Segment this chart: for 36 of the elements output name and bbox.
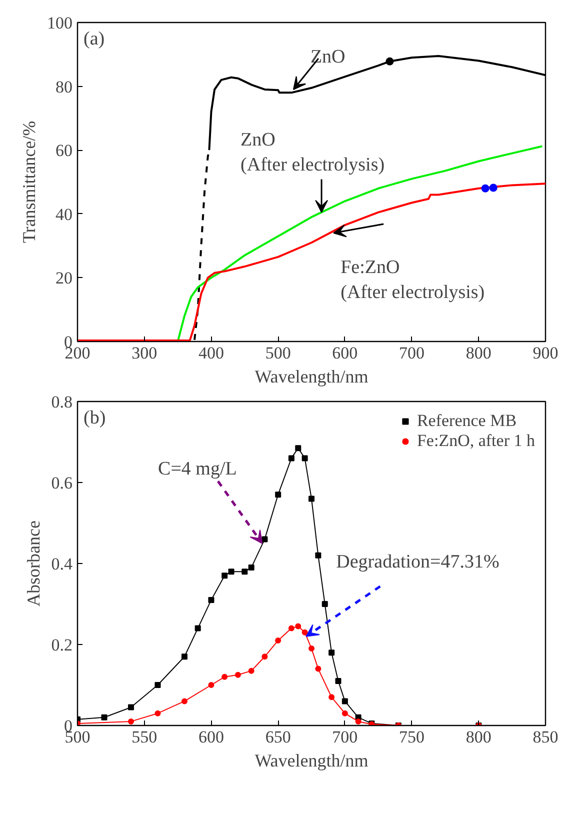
y-tick-label: 80 bbox=[56, 77, 72, 96]
x-tick-label: 300 bbox=[132, 344, 158, 362]
x-tick-label: 600 bbox=[332, 344, 358, 362]
x-axis-title: Wavelength/nm bbox=[254, 366, 368, 386]
y-tick-label: 0.8 bbox=[51, 392, 72, 412]
annotation: (b) bbox=[84, 408, 106, 428]
y-tick-label: 0.6 bbox=[51, 474, 72, 492]
x-axis-title: Wavelength/nm bbox=[254, 750, 368, 770]
x-tick-label: 550 bbox=[132, 728, 158, 746]
y-tick-label: 0.4 bbox=[51, 554, 73, 574]
x-tick-label: 700 bbox=[332, 728, 358, 746]
legend-label: Fe:ZnO, after 1 h bbox=[416, 431, 535, 451]
x-tick-label: 750 bbox=[399, 728, 425, 746]
x-tick-label: 600 bbox=[198, 728, 224, 746]
x-tick-label: 850 bbox=[532, 728, 558, 746]
y-axis-title: Transmittance/% bbox=[19, 120, 39, 244]
y-tick-label: 100 bbox=[47, 14, 72, 32]
x-tick-label: 800 bbox=[466, 728, 492, 746]
legend-label: Reference MB bbox=[416, 411, 517, 431]
annotation: (a) bbox=[84, 28, 105, 50]
x-tick-label: 650 bbox=[265, 728, 291, 746]
x-tick-label: 900 bbox=[532, 344, 558, 362]
y-tick-label: 60 bbox=[56, 141, 72, 160]
x-tick-label: 700 bbox=[399, 344, 425, 362]
annotation: ZnO bbox=[310, 46, 346, 68]
x-tick-label: 800 bbox=[466, 344, 492, 362]
y-tick-label: 20 bbox=[56, 268, 72, 288]
y-axis-title: Absorbance bbox=[23, 520, 44, 606]
annotation: Degradation=47.31% bbox=[336, 551, 500, 572]
annotation: ZnO (After electrolysis) bbox=[240, 129, 385, 176]
y-tick-label: 0.2 bbox=[51, 636, 72, 654]
annotation: Fe:ZnO (After electrolysis) bbox=[340, 257, 485, 304]
y-tick-label: 40 bbox=[56, 204, 72, 224]
x-tick-label: 500 bbox=[265, 344, 291, 362]
annotation: C=4 mg/L bbox=[158, 458, 237, 480]
x-tick-label: 400 bbox=[198, 344, 224, 362]
